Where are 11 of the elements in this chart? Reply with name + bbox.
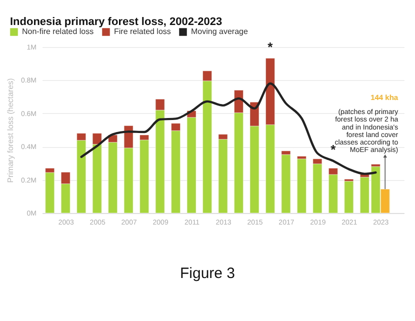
chart-title: Indonesia primary forest loss, 2002-2023 [10, 16, 222, 28]
legend-label: Non-fire related loss [22, 27, 94, 36]
legend-label: Moving average [191, 27, 248, 36]
bar [45, 172, 55, 214]
bar [296, 158, 306, 214]
y-axis-title: Primary forest loss (hectares) [6, 78, 15, 183]
bar [344, 180, 354, 214]
bar [281, 154, 291, 214]
caption: Figure 3 [178, 265, 236, 282]
annotation: * [268, 39, 274, 54]
legend-label: Fire related loss [114, 27, 171, 36]
